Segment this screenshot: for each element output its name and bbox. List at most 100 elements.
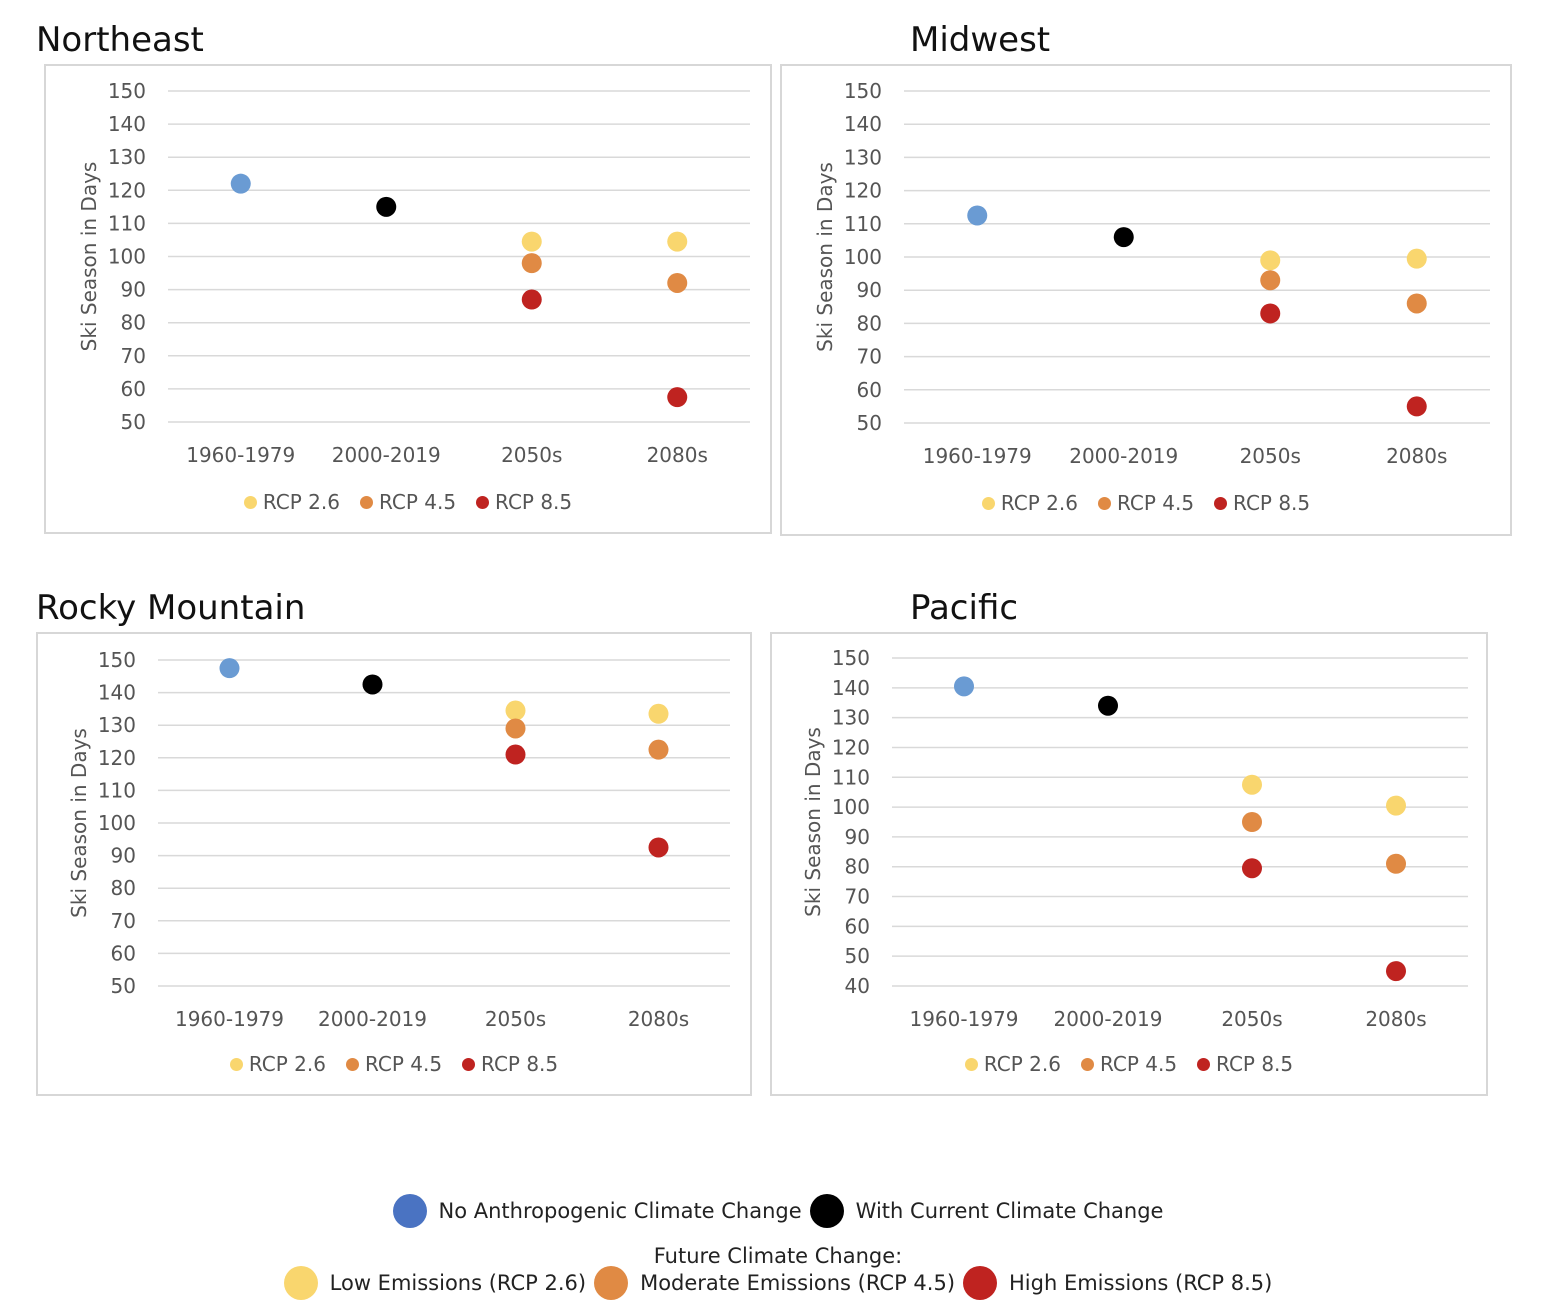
key-item-low-emissions: Low Emissions (RCP 2.6) <box>283 1266 587 1300</box>
key-marker <box>594 1266 629 1300</box>
y-tick-label: 100 <box>832 795 870 819</box>
y-tick-label: 40 <box>845 974 870 998</box>
key-row-future: Low Emissions (RCP 2.6) Moderate Emissio… <box>0 1266 1556 1300</box>
x-tick-label: 1960-1979 <box>909 1007 1018 1031</box>
key-label: Low Emissions (RCP 2.6) <box>329 1271 587 1295</box>
y-tick-label: 90 <box>857 278 882 302</box>
data-point <box>1242 812 1262 832</box>
legend-label: RCP 2.6 <box>983 1052 1061 1076</box>
y-tick-label: 120 <box>108 178 146 202</box>
y-tick-label: 100 <box>98 811 136 835</box>
data-point <box>954 676 974 697</box>
y-tick-label: 110 <box>98 778 136 802</box>
legend-marker <box>1097 496 1111 510</box>
y-tick-label: 140 <box>108 112 146 136</box>
data-point <box>230 173 251 194</box>
panel-title-pacific: Pacific <box>910 588 1019 628</box>
legend-marker <box>1214 496 1228 510</box>
y-tick-label: 80 <box>845 855 870 879</box>
legend-marker <box>359 495 373 509</box>
legend-item-rcp26: RCP 2.6 <box>964 1052 1061 1076</box>
legend-marker <box>462 1057 476 1071</box>
x-tick-label: 2080s <box>1386 444 1447 468</box>
legend-marker <box>229 1057 243 1071</box>
key-label: Moderate Emissions (RCP 4.5) <box>640 1271 956 1295</box>
x-tick-label: 2000-2019 <box>332 443 441 467</box>
data-point <box>648 703 669 724</box>
y-tick-label: 120 <box>98 746 136 770</box>
legend-label: RCP 2.6 <box>1000 491 1078 515</box>
x-tick-label: 2050s <box>485 1007 546 1031</box>
legend-label: RCP 4.5 <box>378 490 457 514</box>
y-tick-label: 70 <box>121 344 146 368</box>
y-tick-label: 140 <box>98 681 136 705</box>
legend-marker <box>964 1057 978 1071</box>
y-tick-label: 80 <box>111 876 136 900</box>
data-point <box>521 253 542 274</box>
legend-item-rcp45: RCP 4.5 <box>345 1052 442 1076</box>
legend-marker <box>1197 1057 1211 1071</box>
x-tick-label: 2080s <box>647 443 708 467</box>
legend-item-rcp26: RCP 2.6 <box>229 1052 326 1076</box>
y-tick-label: 130 <box>98 713 136 737</box>
y-tick-label: 110 <box>844 212 882 236</box>
y-tick-label: 70 <box>845 885 870 909</box>
key-label: High Emissions (RCP 8.5) <box>1009 1271 1273 1295</box>
key-subtitle: Future Climate Change: <box>653 1244 903 1268</box>
chart-legend: RCP 2.6 RCP 4.5 RCP 8.5 <box>38 1052 750 1076</box>
y-tick-label: 50 <box>111 974 136 998</box>
y-tick-label: 50 <box>857 411 882 435</box>
chart-pacific-plot: 40 50 60 70 80 90 100 110 120 130 140 150 Ski Season… <box>801 646 1468 1031</box>
data-point <box>648 739 669 760</box>
y-tick-label: 70 <box>111 909 136 933</box>
key-marker <box>809 1194 844 1228</box>
legend-item-rcp85: RCP 8.5 <box>1214 491 1310 515</box>
legend-item-rcp85: RCP 8.5 <box>462 1052 558 1076</box>
x-tick-label: 1960-1979 <box>175 1007 284 1031</box>
panel-title-rocky-mountain: Rocky Mountain <box>36 588 306 628</box>
data-point <box>219 658 240 679</box>
data-point <box>1242 858 1262 879</box>
legend-marker <box>476 495 490 509</box>
data-point <box>1386 795 1406 816</box>
y-axis-label: Ski Season in Days <box>801 727 825 917</box>
y-tick-label: 100 <box>844 245 882 269</box>
chart-rocky-mountain: 50 60 70 80 90 100 110 120 130 140 150 Ski Season i… <box>36 632 752 1096</box>
y-tick-label: 110 <box>108 211 146 235</box>
x-tick-label: 2050s <box>1221 1007 1282 1031</box>
y-tick-label: 90 <box>121 278 146 302</box>
data-point <box>1386 853 1406 874</box>
data-point <box>362 674 383 695</box>
legend-item-rcp26: RCP 2.6 <box>243 490 340 514</box>
data-point <box>505 744 526 765</box>
y-tick-label: 130 <box>108 145 146 169</box>
legend-marker <box>345 1057 359 1071</box>
data-point <box>667 231 688 252</box>
legend-item-rcp45: RCP 4.5 <box>1080 1052 1177 1076</box>
y-tick-label: 110 <box>832 765 870 789</box>
key-item-moderate-emissions: Moderate Emissions (RCP 4.5) <box>594 1266 955 1300</box>
chart-midwest: 50 60 70 80 90 100 110 120 130 140 150 Ski Season i… <box>780 64 1512 536</box>
y-tick-label: 120 <box>844 179 882 203</box>
x-tick-label: 2080s <box>628 1007 689 1031</box>
key-row-historical: No Anthropogenic Climate Change With Cur… <box>0 1194 1556 1228</box>
legend-label: RCP 8.5 <box>481 1052 559 1076</box>
key-label: With Current Climate Change <box>855 1199 1164 1223</box>
key-marker <box>392 1194 427 1228</box>
data-point <box>1406 248 1427 269</box>
data-point <box>521 231 542 252</box>
y-tick-label: 50 <box>121 410 146 434</box>
data-point <box>1113 227 1134 248</box>
y-tick-label: 130 <box>832 706 870 730</box>
legend-label: RCP 4.5 <box>1116 491 1195 515</box>
y-axis-label: Ski Season in Days <box>77 162 101 352</box>
y-tick-label: 150 <box>844 79 882 103</box>
y-axis-label: Ski Season in Days <box>67 728 91 918</box>
x-tick-label: 1960-1979 <box>186 443 295 467</box>
legend-marker <box>1080 1057 1094 1071</box>
y-tick-label: 150 <box>98 648 136 672</box>
panel-title-midwest: Midwest <box>910 20 1051 60</box>
legend-label: RCP 2.6 <box>262 490 340 514</box>
chart-legend: RCP 2.6 RCP 4.5 RCP 8.5 <box>782 491 1510 515</box>
data-point <box>967 205 988 226</box>
